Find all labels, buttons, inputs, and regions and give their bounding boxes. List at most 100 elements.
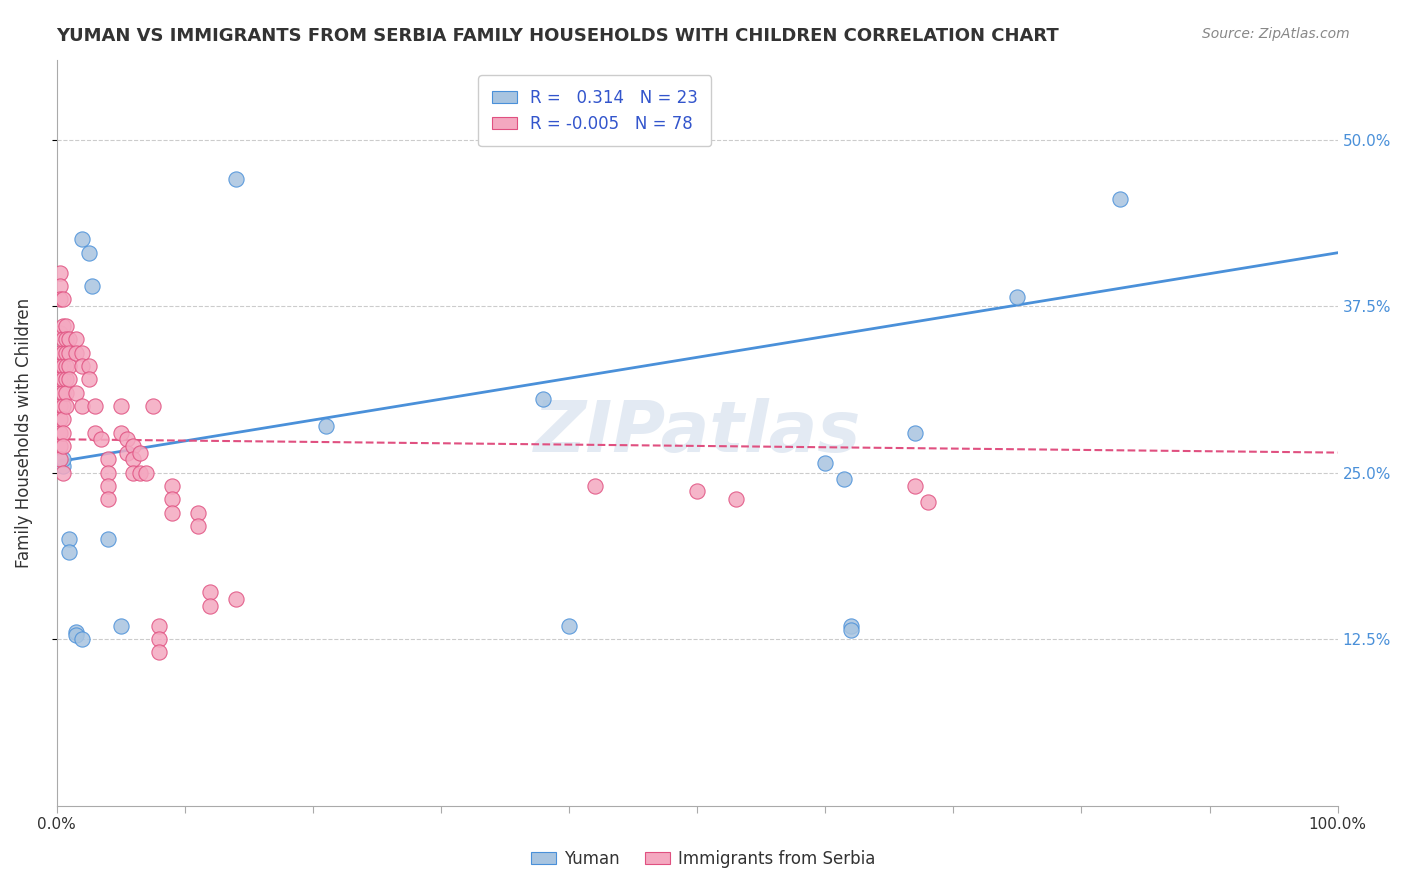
Text: YUMAN VS IMMIGRANTS FROM SERBIA FAMILY HOUSEHOLDS WITH CHILDREN CORRELATION CHAR: YUMAN VS IMMIGRANTS FROM SERBIA FAMILY H…	[56, 27, 1059, 45]
Point	[70, 232, 93, 246]
Point	[55, 372, 77, 386]
Point	[148, 619, 170, 633]
Point	[225, 592, 247, 607]
Point	[97, 466, 120, 480]
Point	[200, 585, 222, 599]
Point	[839, 623, 862, 637]
Point	[814, 456, 837, 470]
Point	[65, 332, 87, 346]
Point	[58, 359, 80, 373]
Point	[49, 452, 72, 467]
Point	[186, 506, 208, 520]
Point	[52, 399, 75, 413]
Point	[84, 399, 107, 413]
Point	[52, 466, 75, 480]
Point	[52, 345, 75, 359]
Point	[52, 412, 75, 426]
Point	[70, 345, 93, 359]
Point	[110, 619, 132, 633]
Point	[77, 245, 100, 260]
Point	[128, 445, 150, 459]
Legend: Yuman, Immigrants from Serbia: Yuman, Immigrants from Serbia	[524, 844, 882, 875]
Point	[52, 359, 75, 373]
Point	[65, 628, 87, 642]
Point	[904, 479, 927, 493]
Point	[55, 319, 77, 334]
Point	[558, 619, 581, 633]
Point	[148, 632, 170, 646]
Point	[58, 545, 80, 559]
Point	[55, 385, 77, 400]
Point	[52, 385, 75, 400]
Point	[160, 506, 183, 520]
Point	[52, 332, 75, 346]
Point	[531, 392, 554, 407]
Point	[55, 345, 77, 359]
Point	[110, 399, 132, 413]
Point	[917, 495, 939, 509]
Point	[97, 452, 120, 467]
Point	[110, 425, 132, 440]
Point	[142, 399, 165, 413]
Point	[834, 472, 856, 486]
Point	[1108, 193, 1130, 207]
Point	[122, 439, 145, 453]
Point	[115, 445, 138, 459]
Point	[49, 293, 72, 307]
Point	[84, 425, 107, 440]
Point	[55, 359, 77, 373]
Y-axis label: Family Households with Children: Family Households with Children	[15, 298, 32, 567]
Point	[135, 466, 157, 480]
Point	[225, 172, 247, 186]
Point	[58, 345, 80, 359]
Point	[49, 326, 72, 340]
Point	[49, 359, 72, 373]
Point	[49, 385, 72, 400]
Point	[52, 452, 75, 467]
Point	[65, 625, 87, 640]
Point	[55, 399, 77, 413]
Point	[58, 332, 80, 346]
Point	[49, 345, 72, 359]
Point	[52, 319, 75, 334]
Point	[115, 432, 138, 446]
Point	[49, 412, 72, 426]
Text: ZIPatlas: ZIPatlas	[533, 398, 860, 467]
Legend: R =   0.314   N = 23, R = -0.005   N = 78: R = 0.314 N = 23, R = -0.005 N = 78	[478, 76, 711, 146]
Point	[128, 466, 150, 480]
Point	[65, 385, 87, 400]
Point	[160, 492, 183, 507]
Point	[58, 532, 80, 546]
Point	[186, 519, 208, 533]
Point	[49, 279, 72, 293]
Point	[97, 532, 120, 546]
Point	[70, 359, 93, 373]
Point	[686, 484, 709, 499]
Point	[904, 425, 927, 440]
Point	[49, 266, 72, 280]
Point	[52, 372, 75, 386]
Point	[52, 439, 75, 453]
Point	[160, 479, 183, 493]
Point	[49, 425, 72, 440]
Point	[52, 425, 75, 440]
Point	[49, 399, 72, 413]
Point	[315, 419, 337, 434]
Point	[583, 479, 606, 493]
Point	[77, 372, 100, 386]
Point	[77, 359, 100, 373]
Point	[82, 279, 104, 293]
Point	[55, 332, 77, 346]
Point	[1007, 290, 1029, 304]
Text: Source: ZipAtlas.com: Source: ZipAtlas.com	[1202, 27, 1350, 41]
Point	[97, 479, 120, 493]
Point	[122, 466, 145, 480]
Point	[97, 492, 120, 507]
Point	[70, 632, 93, 646]
Point	[839, 619, 862, 633]
Point	[122, 452, 145, 467]
Point	[90, 432, 112, 446]
Point	[58, 372, 80, 386]
Point	[200, 599, 222, 613]
Point	[52, 458, 75, 473]
